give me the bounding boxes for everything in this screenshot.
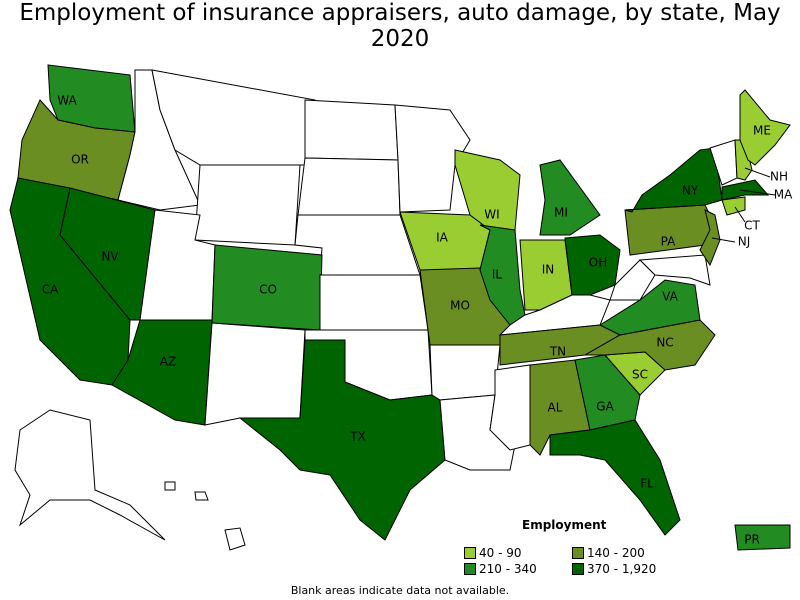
state-mt xyxy=(151,69,316,166)
state-label-in: IN xyxy=(542,263,555,277)
state-ar xyxy=(429,344,501,401)
state-label-me: ME xyxy=(753,124,771,138)
state-label-al: AL xyxy=(548,401,563,415)
legend-item-40-90: 40 - 90 xyxy=(464,546,522,560)
state-label-ny: NY xyxy=(682,184,699,198)
legend-label: 40 - 90 xyxy=(479,546,522,560)
state-hi xyxy=(164,481,176,491)
leader-line-ct xyxy=(734,206,746,223)
state-label-nv: NV xyxy=(101,250,119,264)
state-pr xyxy=(734,524,791,551)
leader-line-ma xyxy=(739,189,776,196)
state-hi xyxy=(224,527,246,551)
state-ak xyxy=(14,409,166,541)
state-label-ca: CA xyxy=(42,283,59,297)
state-label-nc: NC xyxy=(656,336,673,350)
state-label-wa: WA xyxy=(57,94,77,108)
footnote: Blank areas indicate data not available. xyxy=(290,584,510,597)
legend-title: Employment xyxy=(522,518,607,532)
legend-item-140-200: 140 - 200 xyxy=(572,546,645,560)
state-nd xyxy=(304,99,399,161)
state-label-ma: MA xyxy=(774,188,793,202)
legend-swatch xyxy=(572,563,584,575)
state-wy xyxy=(194,164,301,246)
state-mi xyxy=(539,159,601,236)
state-label-va: VA xyxy=(662,290,678,304)
state-label-co: CO xyxy=(259,283,277,297)
state-nm xyxy=(204,322,306,426)
state-ma xyxy=(721,179,770,201)
legend-label: 370 - 1,920 xyxy=(587,562,657,576)
state-label-il: IL xyxy=(492,268,503,282)
state-sd xyxy=(297,157,401,216)
state-label-wi: WI xyxy=(484,208,499,222)
state-nj xyxy=(699,209,721,267)
map-title: Employment of insurance appraisers, auto… xyxy=(19,0,781,52)
state-label-mo: MO xyxy=(450,299,470,313)
state-label-or: OR xyxy=(71,153,89,167)
legend-item-210-340: 210 - 340 xyxy=(464,562,537,576)
legend-swatch xyxy=(464,563,476,575)
state-label-ct: CT xyxy=(744,219,760,233)
state-label-pa: PA xyxy=(661,235,676,249)
legend-item-370-1920: 370 - 1,920 xyxy=(572,562,656,576)
legend-label: 140 - 200 xyxy=(587,546,645,560)
state-label-pr: PR xyxy=(744,533,760,547)
state-fl xyxy=(549,419,681,536)
state-tx xyxy=(238,339,446,541)
state-me xyxy=(739,89,791,166)
state-label-az: AZ xyxy=(160,355,176,369)
state-label-ia: IA xyxy=(436,231,449,245)
state-label-tx: TX xyxy=(349,430,366,444)
state-ny xyxy=(624,147,723,213)
state-label-mi: MI xyxy=(554,206,568,220)
leader-line-nh xyxy=(744,167,771,178)
legend-swatch xyxy=(464,547,476,559)
state-mn xyxy=(394,104,471,213)
state-nv xyxy=(59,187,156,321)
leader-line-nj xyxy=(711,237,736,243)
state-label-tn: TN xyxy=(549,345,566,359)
state-md xyxy=(638,254,711,286)
state-label-fl: FL xyxy=(640,477,654,491)
state-label-oh: OH xyxy=(589,256,607,270)
state-ct xyxy=(721,196,746,216)
state-ks xyxy=(319,274,429,331)
state-label-nh: NH xyxy=(770,170,788,184)
state-label-nj: NJ xyxy=(738,235,751,249)
legend-label: 210 - 340 xyxy=(479,562,537,576)
state-label-ga: GA xyxy=(596,400,614,414)
state-hi xyxy=(194,491,209,501)
legend-swatch xyxy=(572,547,584,559)
state-label-sc: SC xyxy=(632,368,648,382)
state-ga xyxy=(574,354,641,431)
